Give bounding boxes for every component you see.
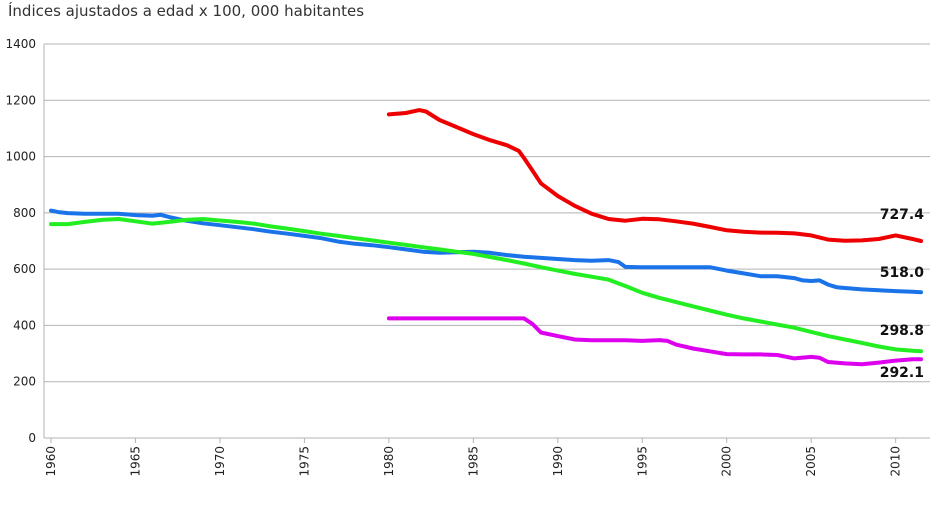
y-tick-label: 0 xyxy=(28,431,36,445)
series-end-label: 727.4 xyxy=(880,207,925,223)
x-tick-label: 2005 xyxy=(804,446,818,477)
y-tick-label: 400 xyxy=(13,318,36,332)
series-line-2 xyxy=(49,208,923,295)
chart-title: Índices ajustados a edad x 100, 000 habi… xyxy=(8,2,365,20)
x-tick-label: 1990 xyxy=(551,446,565,477)
y-tick-label: 600 xyxy=(13,262,36,276)
series-line-3 xyxy=(49,217,923,354)
series-end-label: 518.0 xyxy=(880,265,925,281)
series-line-4 xyxy=(386,316,923,367)
x-tick-label: 1975 xyxy=(297,446,311,477)
series-line-1 xyxy=(386,108,923,243)
x-tick-label: 2010 xyxy=(889,446,903,477)
x-tick-label: 1995 xyxy=(635,446,649,477)
x-tick-label: 1965 xyxy=(128,446,142,477)
x-tick-label: 1980 xyxy=(382,446,396,477)
y-tick-label: 1400 xyxy=(5,37,36,51)
y-tick-label: 1000 xyxy=(5,150,36,164)
y-tick-label: 200 xyxy=(13,375,36,389)
x-tick-label: 1985 xyxy=(466,446,480,477)
series-end-label: 298.8 xyxy=(880,323,924,339)
y-tick-label: 800 xyxy=(13,206,36,220)
x-tick-label: 1970 xyxy=(213,446,227,477)
y-tick-label: 1200 xyxy=(5,93,36,107)
x-tick-label: 2000 xyxy=(720,446,734,477)
x-tick-label: 1960 xyxy=(44,446,58,477)
series-end-label: 292.1 xyxy=(880,365,924,381)
